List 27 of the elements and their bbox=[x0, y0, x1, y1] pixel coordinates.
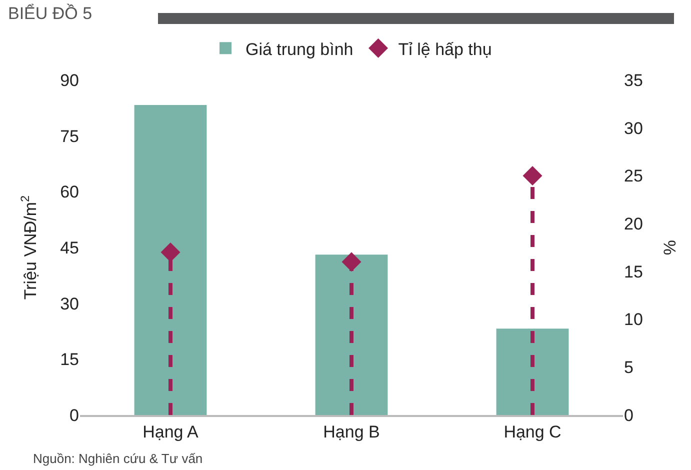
y-tick-label: 15 bbox=[60, 350, 79, 370]
chart-title: BIỂU ĐỒ 5 bbox=[8, 4, 92, 24]
y2-tick-label: 30 bbox=[624, 118, 643, 138]
x-tick-label: Hạng A bbox=[142, 422, 200, 442]
text: Nguồn: Nghiên cứu & Tư vấn bbox=[33, 451, 203, 466]
y2-tick-label: 20 bbox=[624, 214, 643, 234]
point bbox=[522, 166, 542, 186]
point bbox=[342, 252, 362, 272]
y-tick-label: 45 bbox=[60, 238, 79, 258]
y-tick-label: 75 bbox=[60, 126, 79, 146]
y2-tick-label: 0 bbox=[624, 406, 634, 425]
y2-tick-label: 5 bbox=[624, 358, 634, 378]
y-tick-label: 30 bbox=[60, 294, 79, 314]
y2-axis-title: % bbox=[660, 240, 680, 256]
y2-tick-label: 25 bbox=[624, 166, 643, 186]
y-tick-label: 0 bbox=[70, 406, 79, 425]
y2-tick-label: 35 bbox=[624, 70, 643, 90]
x-tick-label: Hạng B bbox=[323, 422, 380, 442]
bar bbox=[315, 254, 388, 415]
bar bbox=[134, 104, 207, 415]
y-tick-label: 90 bbox=[60, 70, 79, 90]
legend-label: Giá trung bình bbox=[246, 40, 354, 59]
legend-label: Tỉ lệ hấp thụ bbox=[398, 40, 492, 59]
y2-tick-label: 10 bbox=[624, 310, 643, 330]
x-tick-label: Hạng C bbox=[504, 422, 562, 442]
y-tick-label: 60 bbox=[60, 182, 79, 202]
y2-tick-label: 15 bbox=[624, 262, 643, 282]
